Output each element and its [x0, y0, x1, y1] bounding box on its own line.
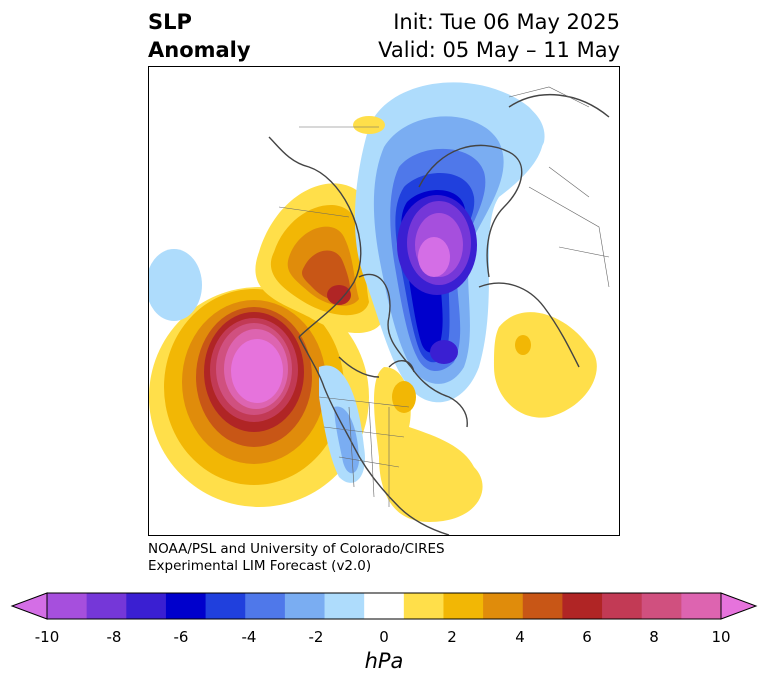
colorbar-segment	[403, 593, 444, 619]
forecast-dates: Init: Tue 06 May 2025 Valid: 05 May – 11…	[378, 8, 620, 64]
tick-label: -6	[173, 628, 189, 646]
map-title: SLP Anomaly	[148, 8, 251, 64]
colorbar-segment	[641, 593, 682, 619]
colorbar-segment	[205, 593, 246, 619]
map-panel	[148, 66, 620, 536]
title-line-1: SLP	[148, 10, 192, 34]
arctic-high-anomaly	[353, 116, 385, 134]
colorbar-units: hPa	[364, 649, 404, 673]
colorbar-segment	[681, 593, 722, 619]
pacific-low-anomaly	[149, 249, 202, 321]
colorbar	[10, 592, 758, 620]
colorbar-min-arrow	[10, 592, 48, 620]
colorbar-tick-labels: -10 -8 -6 -4 -2 0 2 4 6 8 10	[0, 628, 768, 648]
tick-label: 8	[649, 628, 659, 646]
anomaly-map	[149, 82, 610, 535]
tick-label: -10	[34, 628, 60, 646]
canada-high-anomaly	[255, 183, 385, 334]
colorbar-segment	[126, 593, 167, 619]
colorbar-segment	[443, 593, 484, 619]
colorbar-max-arrow	[720, 592, 758, 620]
credit-line-2: Experimental LIM Forecast (v2.0)	[148, 558, 372, 574]
credit-text: NOAA/PSL and University of Colorado/CIRE…	[148, 541, 445, 575]
great-lakes-high-core	[392, 381, 416, 413]
colorbar-segment	[602, 593, 643, 619]
colorbar-segment	[364, 593, 405, 619]
valid-range: Valid: 05 May – 11 May	[378, 38, 620, 62]
colorbar-segment	[324, 593, 365, 619]
colorbar-segment	[483, 593, 524, 619]
colorbar-outline	[46, 592, 722, 620]
colorbar-segment	[284, 593, 326, 619]
atlantic-high-anomaly	[494, 312, 597, 418]
pacific-high-anomaly	[149, 287, 369, 507]
atlantic-high-core	[515, 335, 531, 355]
tick-label: 10	[711, 628, 731, 646]
tick-label: 4	[515, 628, 525, 646]
colorbar-segment	[245, 593, 286, 619]
tick-label: -8	[106, 628, 122, 646]
init-date: Init: Tue 06 May 2025	[393, 10, 620, 34]
colorbar-segment	[522, 593, 563, 619]
us-low-anomaly-core	[334, 406, 359, 474]
title-line-2: Anomaly	[148, 38, 251, 62]
colorbar-segment	[47, 593, 88, 619]
colorbar-segment	[562, 593, 603, 619]
political-borders	[278, 86, 610, 507]
arctic-low-anomaly	[354, 82, 544, 403]
tick-label: 6	[582, 628, 592, 646]
tick-label: 2	[447, 628, 457, 646]
colorbar-segment	[165, 593, 207, 619]
tick-label: 0	[379, 628, 389, 646]
colorbar-segment	[86, 593, 127, 619]
tick-label: -2	[308, 628, 324, 646]
credit-line-1: NOAA/PSL and University of Colorado/CIRE…	[148, 541, 445, 557]
siberia-low-anomaly	[499, 102, 545, 152]
coastlines	[268, 94, 610, 535]
tick-label: -4	[241, 628, 257, 646]
